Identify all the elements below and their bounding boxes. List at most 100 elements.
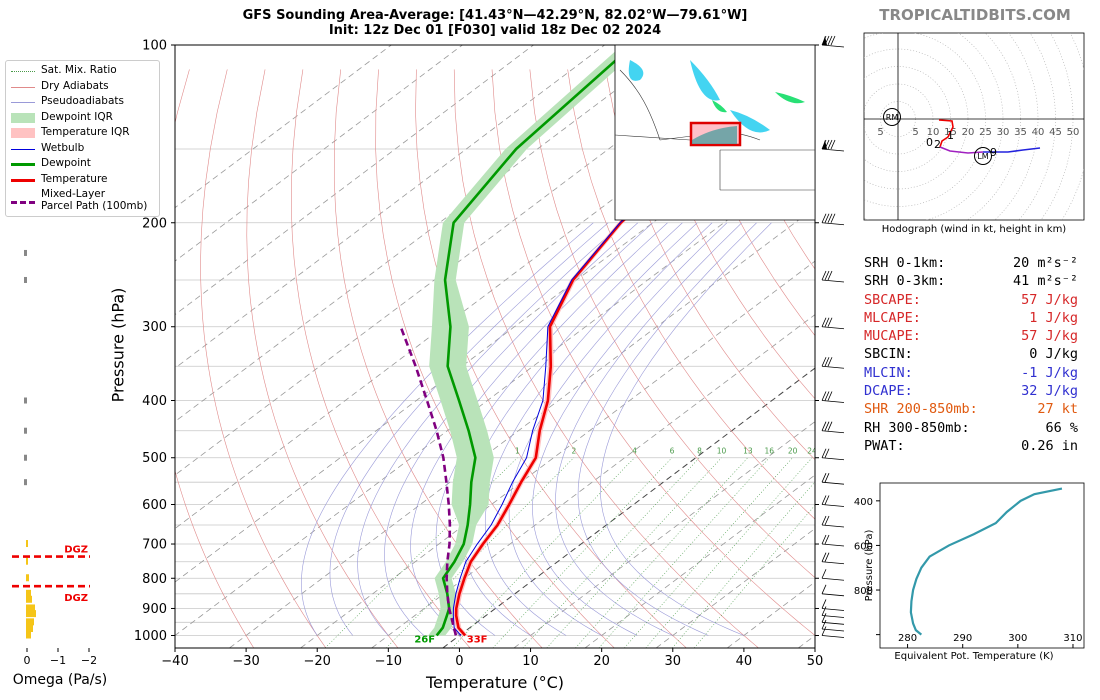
y-tick-label: 700 bbox=[142, 538, 167, 553]
omega-bar bbox=[26, 604, 35, 612]
parameter-row: SRH 0-1km: 20 m²s⁻² bbox=[864, 254, 1084, 272]
x-tick-label: 0 bbox=[455, 654, 463, 669]
series-line-mixed-layer-parcel-path-mb- bbox=[399, 326, 458, 636]
y-tick-label: 900 bbox=[142, 602, 167, 617]
wind-barb-flag bbox=[824, 421, 830, 431]
dry-adiabat bbox=[453, 69, 759, 648]
parameter-row: PWAT: 0.26 in bbox=[864, 437, 1084, 455]
omega-bar bbox=[26, 618, 34, 626]
parameter-label: SHR 200-850mb: bbox=[864, 401, 978, 418]
hodograph-lm-marker bbox=[974, 147, 992, 165]
omega-bar bbox=[24, 397, 27, 404]
omega-bar bbox=[24, 276, 27, 283]
hodograph-ring-label: 20 bbox=[962, 127, 975, 138]
mixing-ratio-label: 8 bbox=[697, 447, 702, 456]
wind-barb-flag bbox=[821, 515, 827, 526]
legend-swatch bbox=[11, 163, 35, 166]
lake-erie-overlay bbox=[692, 126, 737, 144]
wind-barb-shaft bbox=[821, 524, 845, 528]
legend-item: Sat. Mix. Ratio bbox=[6, 64, 159, 78]
wind-barb-shaft bbox=[821, 635, 845, 638]
mixing-ratio-label: 2 bbox=[571, 447, 576, 456]
wind-barb-shaft bbox=[821, 628, 845, 632]
mixing-ratio-line bbox=[324, 457, 518, 648]
wind-barb-flag bbox=[821, 599, 827, 609]
omega-bar bbox=[26, 610, 36, 618]
pseudoadiabat bbox=[532, 222, 728, 636]
mixing-ratio-line bbox=[694, 504, 815, 648]
legend-item: Dry Adiabats bbox=[6, 80, 159, 94]
omega-bar bbox=[24, 427, 27, 434]
wind-barb-shaft bbox=[821, 504, 845, 507]
hodograph-ring-label: 5 bbox=[877, 127, 883, 138]
parameter-label: SRH 0-1km: bbox=[864, 255, 946, 271]
profile-lines: 26F 33F bbox=[399, 45, 815, 645]
legend-item: Mixed-Layer Parcel Path (100mb) bbox=[6, 188, 159, 212]
wind-barb-flag bbox=[824, 495, 830, 505]
pseudoadiabat bbox=[357, 222, 624, 636]
wind-barb-shaft bbox=[821, 608, 845, 611]
parameter-value: 0 J/kg bbox=[1029, 346, 1078, 363]
mixing-ratio-line bbox=[575, 457, 749, 648]
hodograph-rm-marker bbox=[883, 108, 901, 126]
hodograph-ring-label: 30 bbox=[997, 127, 1010, 138]
wind-barb-flag bbox=[821, 317, 827, 327]
mixing-ratio-line bbox=[598, 457, 770, 648]
mixing-ratio-line bbox=[522, 457, 700, 648]
legend-label: Dry Adiabats bbox=[41, 79, 109, 92]
omega-bar bbox=[26, 624, 33, 632]
parameter-table: SRH 0-1km: 20 m²s⁻² SRH 0-3km: 41 m²s⁻² SBCA… bbox=[864, 254, 1084, 455]
hodograph-ring-label: 25 bbox=[979, 127, 992, 138]
mixing-ratio-line bbox=[386, 457, 575, 648]
x-tick-label: 40 bbox=[736, 654, 753, 669]
hodograph-height-label: 9 bbox=[990, 146, 997, 159]
theta-e-xtick-label: 290 bbox=[953, 633, 972, 644]
parameter-label: DCAPE: bbox=[864, 383, 913, 400]
wind-barb-flag bbox=[824, 213, 830, 223]
y-tick-label: 400 bbox=[142, 394, 167, 409]
theta-e-ylabel: Pressure (hPa) bbox=[864, 530, 875, 602]
wind-barb-flag bbox=[824, 391, 830, 401]
wind-barb-flag bbox=[824, 515, 830, 526]
dewpoint-iqr-band bbox=[428, 45, 644, 636]
dry-adiabat bbox=[200, 69, 327, 648]
legend-swatch bbox=[11, 71, 35, 72]
pseudoadiabat bbox=[555, 222, 742, 636]
theta-e-frame bbox=[879, 482, 1085, 649]
wind-barb-flag bbox=[821, 357, 827, 367]
wind-barb-shaft bbox=[821, 621, 845, 625]
wind-barb-shaft bbox=[821, 326, 845, 330]
dry-adiabat bbox=[643, 69, 815, 400]
parameter-value: 66 % bbox=[1045, 419, 1078, 436]
wind-barb-flag bbox=[827, 213, 833, 223]
parameter-label: MLCAPE: bbox=[864, 309, 921, 326]
surface-temperature-label: 33F bbox=[467, 634, 488, 645]
y-axis-label: Pressure (hPa) bbox=[108, 287, 128, 403]
chart-title: GFS Sounding Area-Average: [41.43°N—42.2… bbox=[175, 8, 815, 38]
parameter-label: SBCAPE: bbox=[864, 291, 921, 308]
legend-swatch bbox=[11, 128, 35, 138]
wind-barb-flag bbox=[821, 552, 827, 562]
hodograph-height-label: 2 bbox=[934, 138, 941, 151]
wind-barb-pennant bbox=[822, 36, 827, 45]
parameter-value: 57 J/kg bbox=[1021, 328, 1078, 345]
wind-barb-shaft bbox=[821, 543, 845, 547]
wind-barb-flag bbox=[821, 584, 827, 594]
series-line-temperature bbox=[454, 54, 815, 637]
mixing-ratio-label: 36 bbox=[852, 447, 862, 456]
legend-label: Temperature bbox=[41, 172, 108, 185]
wind-barb-flag bbox=[821, 448, 827, 458]
radar-precip-cyan bbox=[628, 60, 770, 133]
x-tick-label: −10 bbox=[375, 654, 402, 669]
legend-item: Dewpoint bbox=[6, 157, 159, 171]
y-tick-label: 1000 bbox=[134, 629, 167, 644]
dry-adiabat bbox=[291, 69, 471, 648]
pseudoadiabat bbox=[384, 222, 639, 636]
omega-bar bbox=[26, 557, 28, 565]
wind-barb-shaft bbox=[821, 593, 845, 597]
pseudoadiabat bbox=[599, 222, 772, 636]
map-inset bbox=[614, 44, 816, 221]
x-tick-label: 50 bbox=[807, 654, 824, 669]
wind-barb-flag bbox=[827, 270, 833, 281]
